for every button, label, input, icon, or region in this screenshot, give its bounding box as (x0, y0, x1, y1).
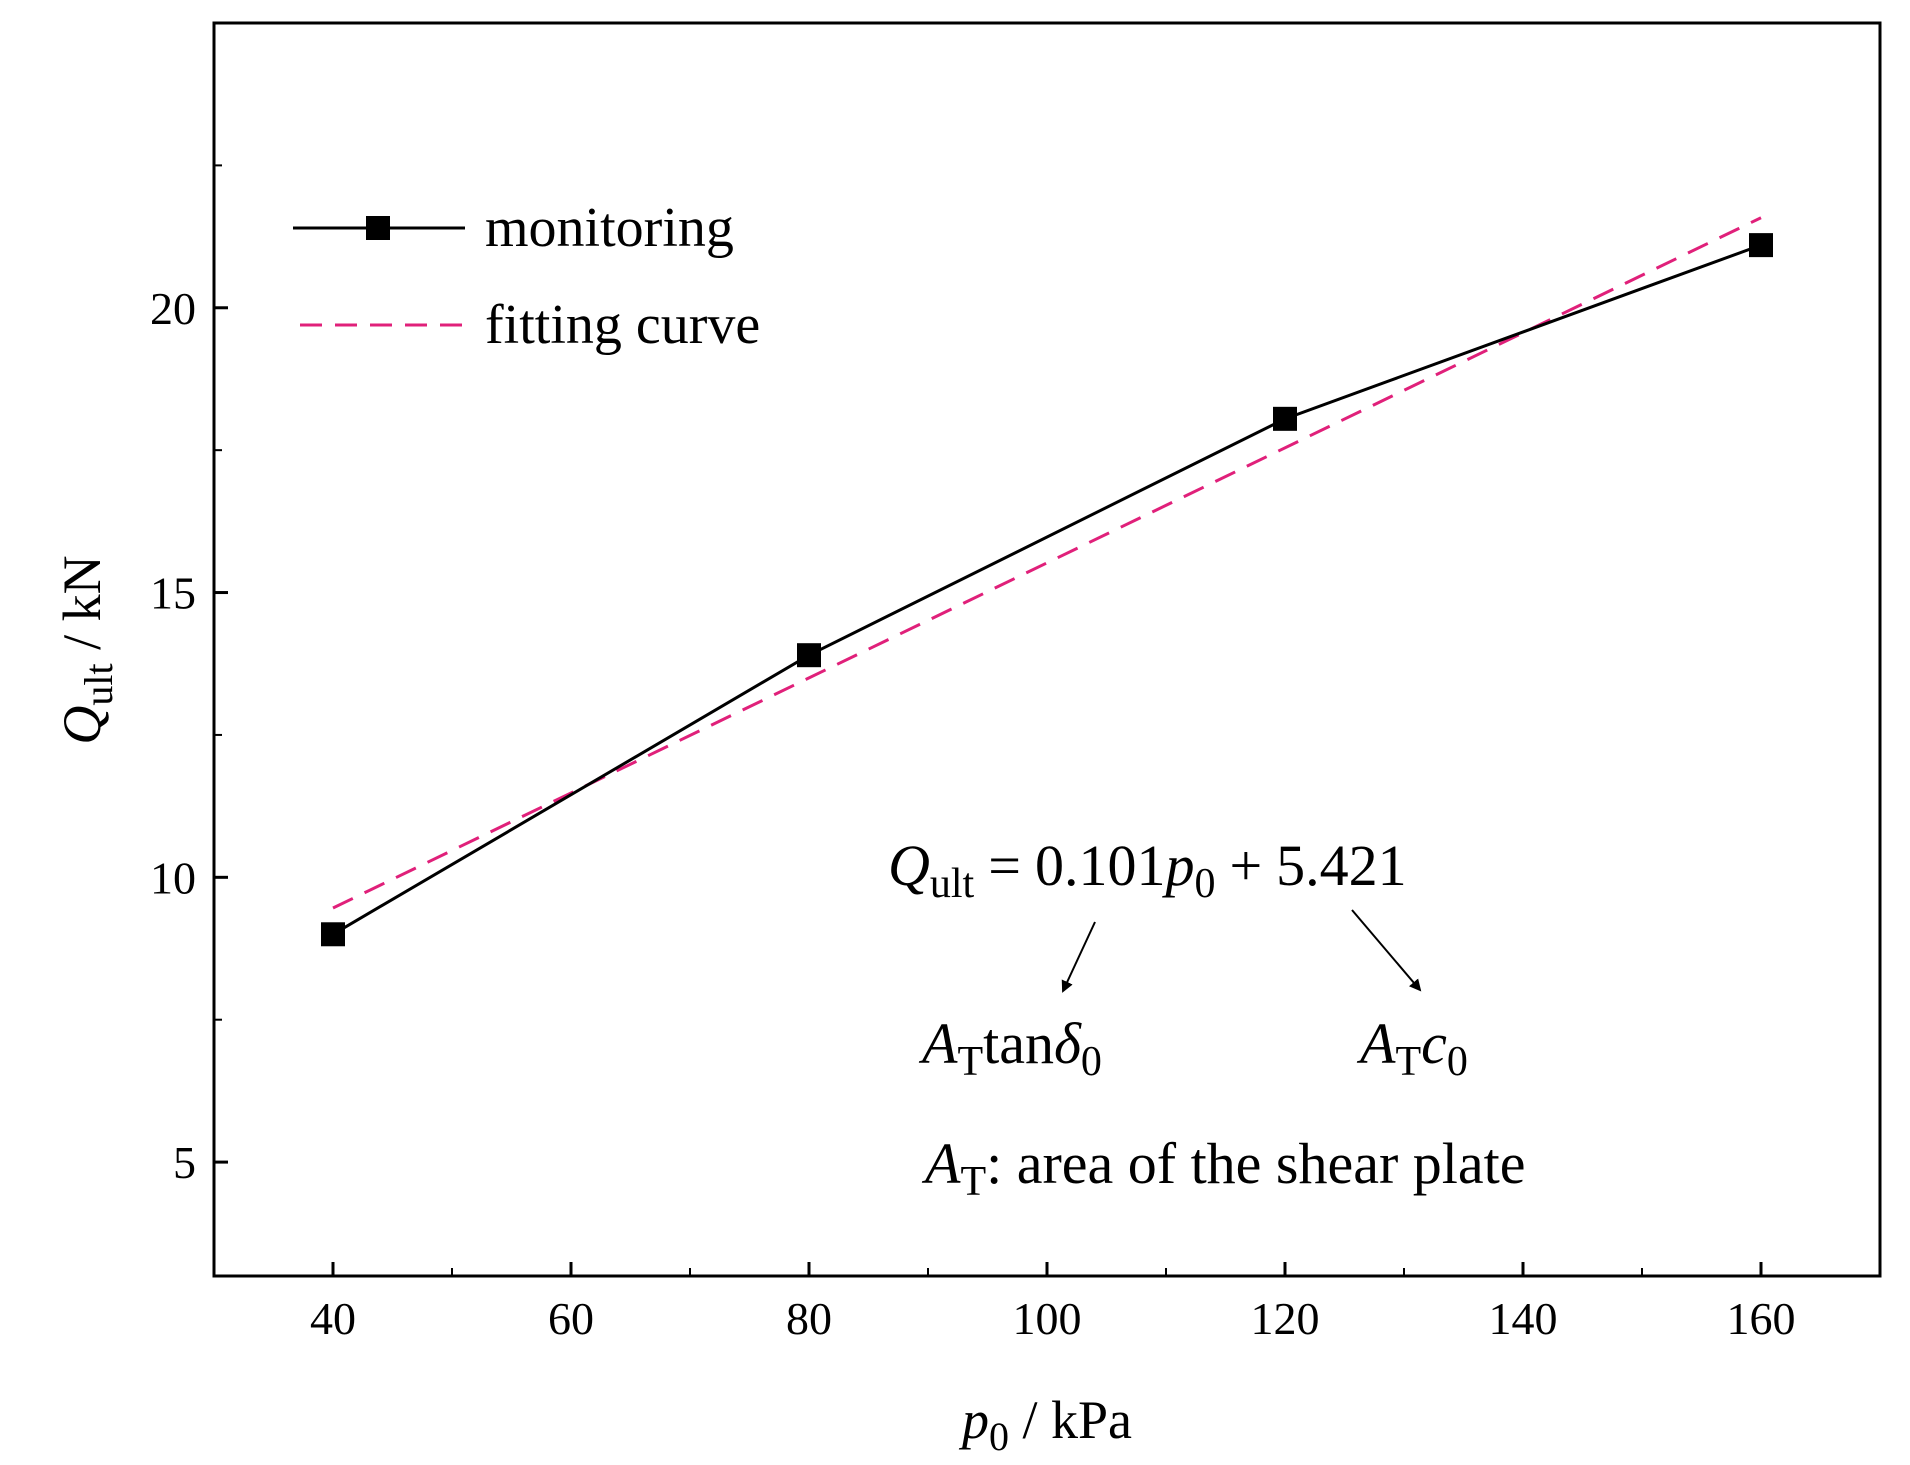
y-axis-ticks: 5 10 15 20 (150, 164, 228, 1188)
x-tick-label: 80 (786, 1293, 832, 1344)
x-tick-label: 100 (1013, 1293, 1082, 1344)
x-tick-label: 160 (1727, 1293, 1796, 1344)
x-tick-label: 40 (310, 1293, 356, 1344)
monitoring-point (1749, 233, 1773, 258)
slope-annotation: ATtanδ0 (918, 1011, 1102, 1085)
x-tick-label: 140 (1489, 1293, 1558, 1344)
x-axis-title: p0 / kPa (958, 1390, 1132, 1459)
fitting-curve-series (332, 216, 1762, 910)
legend-fitting-label: fitting curve (485, 294, 760, 356)
legend-monitoring-marker (366, 216, 390, 240)
monitoring-series (321, 233, 1773, 947)
monitoring-point (797, 643, 821, 668)
fit-equation: Qult = 0.101p0 +5.421 (888, 833, 1407, 907)
monitoring-line (332, 243, 1762, 936)
area-note: AT: area of the shear plate (921, 1131, 1526, 1205)
x-tick-label: 60 (548, 1293, 594, 1344)
y-tick-label: 15 (150, 568, 196, 619)
x-tick-label: 120 (1251, 1293, 1320, 1344)
y-tick-label: 5 (173, 1137, 196, 1188)
monitoring-point (321, 922, 345, 947)
monitoring-point (1273, 406, 1297, 431)
legend: monitoring fitting curve (293, 197, 760, 356)
y-tick-label: 20 (150, 283, 196, 334)
slope-arrow (1061, 921, 1096, 993)
intercept-arrow (1351, 909, 1422, 992)
y-axis-title: Qult / kN (52, 555, 121, 744)
legend-monitoring-label: monitoring (485, 197, 734, 259)
intercept-annotation: ATc0 (1356, 1011, 1468, 1085)
y-tick-label: 10 (150, 852, 196, 903)
fitting-curve-line (332, 216, 1762, 910)
plot-frame (212, 21, 1882, 1278)
x-axis-ticks: 40 60 80 100 120 140 160 (310, 1262, 1796, 1344)
